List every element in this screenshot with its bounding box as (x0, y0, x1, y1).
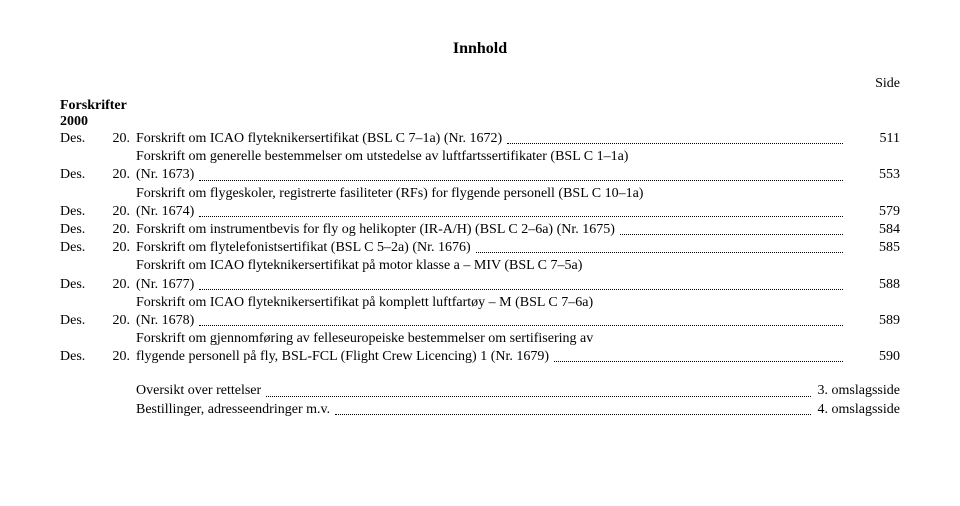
section-heading: Forskrifter (60, 98, 900, 114)
entry-text: Forskrift om generelle bestemmelser om u… (136, 148, 846, 184)
footer-entry: Oversikt over rettelser 3. omslagsside (136, 382, 900, 400)
entry-number: 20. (100, 203, 136, 221)
toc-entry: Des.20.Forskrift om flytelefonistsertifi… (60, 239, 900, 257)
entry-text: Forskrift om gjennomføring av felleseuro… (136, 330, 846, 366)
toc-entry: Des.20.Forskrift om generelle bestemmels… (60, 148, 900, 184)
entry-number: 20. (100, 239, 136, 257)
entry-date: Des. (60, 130, 100, 148)
toc-entry: Des.20.Forskrift om flygeskoler, registr… (60, 185, 900, 221)
toc-entry: Des.20.Forskrift om ICAO flyteknikersert… (60, 130, 900, 148)
entry-date: Des. (60, 276, 100, 294)
entry-text: Forskrift om instrumentbevis for fly og … (136, 221, 846, 239)
toc-entry: Des.20.Forskrift om ICAO flyteknikersert… (60, 257, 900, 293)
entry-page: 590 (846, 348, 900, 366)
entry-page: 511 (846, 130, 900, 148)
entry-page: 585 (846, 239, 900, 257)
year-label: 2000 (60, 114, 900, 130)
entry-page: 553 (846, 166, 900, 184)
toc-entry: Des.20.Forskrift om gjennomføring av fel… (60, 330, 900, 366)
entry-text: Forskrift om flytelefonistsertifikat (BS… (136, 239, 846, 257)
entry-date: Des. (60, 221, 100, 239)
entry-number: 20. (100, 348, 136, 366)
entry-text: Forskrift om ICAO flyteknikersertifikat … (136, 257, 846, 293)
footer-entry: Bestillinger, adresseendringer m.v. 4. om… (136, 401, 900, 419)
entry-page: 589 (846, 312, 900, 330)
footer-page: 4. omslagsside (814, 401, 900, 419)
entry-number: 20. (100, 166, 136, 184)
entry-date: Des. (60, 203, 100, 221)
entry-date: Des. (60, 348, 100, 366)
toc-entry: Des.20.Forskrift om instrumentbevis for … (60, 221, 900, 239)
entry-date: Des. (60, 166, 100, 184)
page-title: Innhold (60, 40, 900, 58)
entry-page: 579 (846, 203, 900, 221)
entry-page: 584 (846, 221, 900, 239)
entry-number: 20. (100, 312, 136, 330)
entry-text: Forskrift om ICAO flyteknikersertifikat … (136, 294, 846, 330)
footer-text: Oversikt over rettelser (136, 382, 263, 400)
side-label: Side (60, 76, 900, 92)
entry-date: Des. (60, 239, 100, 257)
entry-text: Forskrift om ICAO flyteknikersertifikat … (136, 130, 846, 148)
entry-number: 20. (100, 221, 136, 239)
footer-text: Bestillinger, adresseendringer m.v. (136, 401, 332, 419)
footer-entries: Oversikt over rettelser3. omslagssideBes… (136, 382, 900, 418)
entry-number: 20. (100, 276, 136, 294)
entry-page: 588 (846, 276, 900, 294)
footer-page: 3. omslagsside (814, 382, 900, 400)
entry-number: 20. (100, 130, 136, 148)
toc-entries: Des.20.Forskrift om ICAO flyteknikersert… (60, 130, 900, 366)
toc-entry: Des.20.Forskrift om ICAO flyteknikersert… (60, 294, 900, 330)
entry-text: Forskrift om flygeskoler, registrerte fa… (136, 185, 846, 221)
entry-date: Des. (60, 312, 100, 330)
